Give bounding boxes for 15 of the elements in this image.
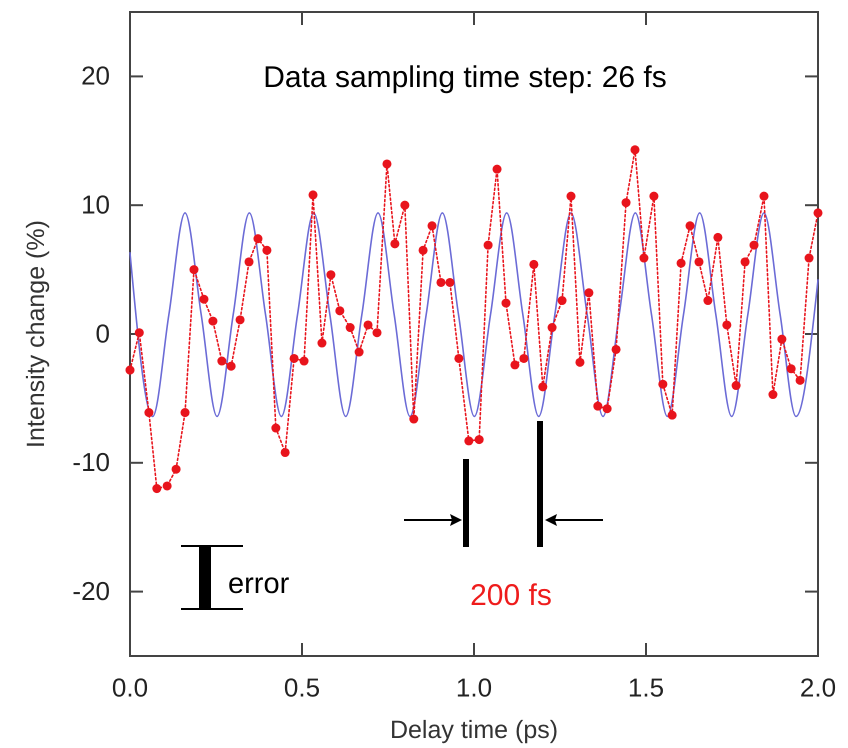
x-tick-label: 1.0 (456, 672, 492, 702)
x-axis-title: Delay time (ps) (390, 716, 558, 744)
annotation: error (228, 568, 290, 600)
y-tick-label: 10 (81, 190, 110, 220)
x-tick-label: 0.0 (112, 672, 148, 702)
x-tick-label: 2.0 (800, 672, 836, 702)
annotation: Data sampling time step: 26 fs (263, 61, 667, 94)
y-tick-label: 0 (96, 318, 110, 348)
y-axis-title: Intensity change (%) (22, 220, 50, 448)
annotation: 200 fs (470, 579, 552, 612)
y-tick-label: -20 (72, 576, 110, 606)
y-tick-label: -10 (72, 447, 110, 478)
x-tick-label: 0.5 (284, 672, 320, 702)
x-tick-label: 1.5 (628, 672, 664, 702)
y-tick-label: 20 (81, 60, 110, 91)
